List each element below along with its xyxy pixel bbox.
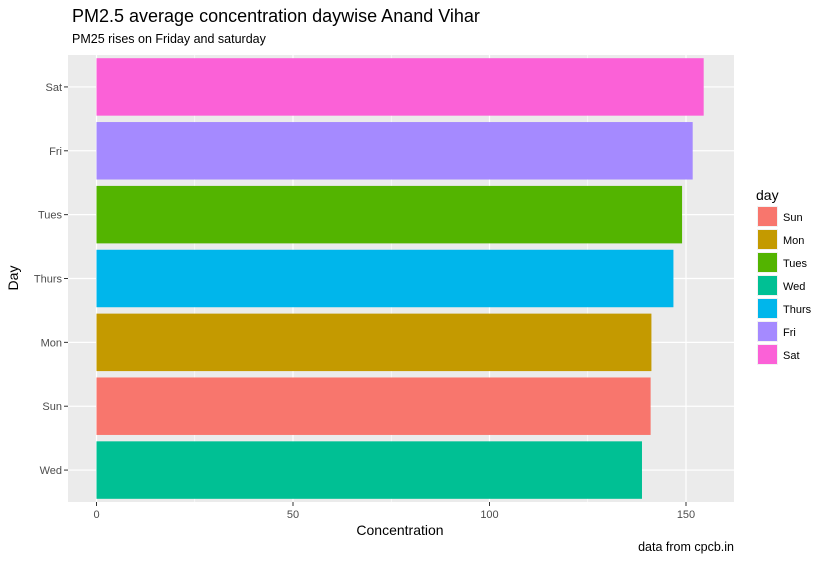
- chart-subtitle: PM25 rises on Friday and saturday: [72, 32, 267, 46]
- x-axis: 0 50 100 150: [93, 502, 695, 521]
- caption: data from cpcb.in: [638, 540, 734, 554]
- bar-mon: [96, 313, 652, 372]
- legend-label: Thurs: [783, 304, 812, 316]
- legend-swatch-thurs: [758, 299, 777, 318]
- bar-thurs: [96, 249, 674, 308]
- legend-swatch-wed: [758, 276, 777, 295]
- legend-swatch-mon: [758, 230, 777, 249]
- legend-label: Tues: [783, 258, 808, 270]
- legend: day Sun Mon Tues Wed Thurs Fri Sat: [756, 187, 812, 365]
- y-tick-label: Wed: [40, 465, 62, 477]
- bar-sun: [96, 377, 651, 435]
- x-tick-label: 100: [480, 509, 498, 521]
- x-axis-title: Concentration: [356, 522, 443, 538]
- y-tick-label: Thurs: [34, 274, 63, 286]
- chart-title: PM2.5 average concentration daywise Anan…: [72, 6, 480, 26]
- y-tick-label: Tues: [38, 210, 63, 222]
- bar-tues: [96, 185, 683, 244]
- bar-sat: [96, 58, 704, 116]
- y-tick-label: Mon: [41, 337, 62, 349]
- legend-swatch-sun: [758, 207, 777, 226]
- legend-swatch-tues: [758, 253, 777, 272]
- x-tick-label: 0: [93, 509, 99, 521]
- legend-label: Sat: [783, 350, 800, 362]
- legend-label: Mon: [783, 235, 804, 247]
- y-tick-label: Fri: [49, 146, 62, 158]
- y-axis-title: Day: [5, 266, 21, 291]
- legend-swatch-fri: [758, 322, 777, 341]
- x-tick-label: 50: [287, 509, 299, 521]
- bar-fri: [96, 122, 693, 180]
- legend-label: Sun: [783, 212, 803, 224]
- legend-label: Fri: [783, 327, 796, 339]
- legend-label: Wed: [783, 281, 805, 293]
- bar-wed: [96, 441, 642, 499]
- y-tick-label: Sun: [42, 401, 62, 413]
- legend-title: day: [756, 187, 779, 203]
- x-tick-label: 150: [677, 509, 695, 521]
- bars: [96, 58, 704, 499]
- legend-swatch-sat: [758, 345, 777, 364]
- y-axis: Sat Fri Tues Thurs Mon Sun Wed: [34, 82, 68, 477]
- y-tick-label: Sat: [45, 82, 62, 94]
